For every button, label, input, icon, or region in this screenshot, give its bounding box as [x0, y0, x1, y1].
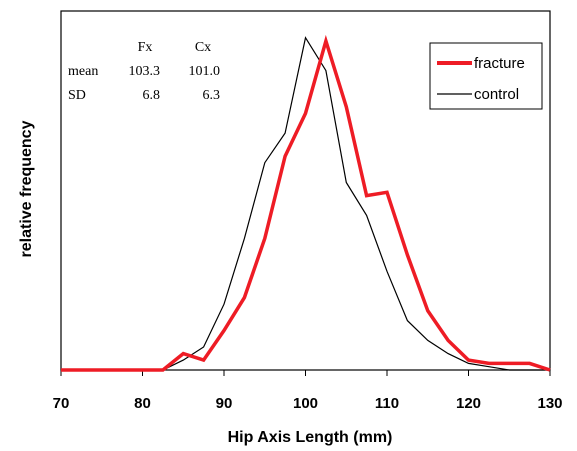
- x-tick-label: 90: [216, 395, 233, 412]
- stats-col-header-fx: Fx: [138, 40, 153, 55]
- x-tick-label: 100: [293, 395, 318, 412]
- stats-row-label-sd: SD: [68, 88, 86, 103]
- x-tick-label: 70: [53, 395, 70, 412]
- stats-value-sd-fx: 6.8: [143, 88, 161, 103]
- stats-table: Fx Cx mean 103.3 101.0 SD 6.8 6.3: [68, 40, 220, 103]
- stats-col-header-cx: Cx: [195, 40, 211, 55]
- x-tick-labels: 70 80 90 100 110 120 130: [53, 395, 563, 412]
- legend-label-fracture: fracture: [474, 55, 525, 72]
- legend-label-control: control: [474, 86, 519, 103]
- x-tick-label: 130: [537, 395, 562, 412]
- series-line-fracture: [61, 34, 551, 372]
- x-tick-label: 110: [375, 395, 399, 412]
- stats-row-label-mean: mean: [68, 64, 98, 79]
- x-tick-label: 80: [134, 395, 151, 412]
- legend-box: [429, 42, 543, 110]
- y-axis-title: relative frequency: [18, 120, 35, 257]
- x-axis-title: Hip Axis Length (mm): [228, 429, 393, 446]
- x-tick-label: 120: [456, 395, 481, 412]
- series-line-control: [61, 36, 550, 371]
- legend: fracture control: [429, 42, 543, 110]
- stats-value-mean-fx: 103.3: [129, 64, 161, 79]
- stats-value-sd-cx: 6.3: [203, 88, 221, 103]
- stats-value-mean-cx: 101.0: [189, 64, 221, 79]
